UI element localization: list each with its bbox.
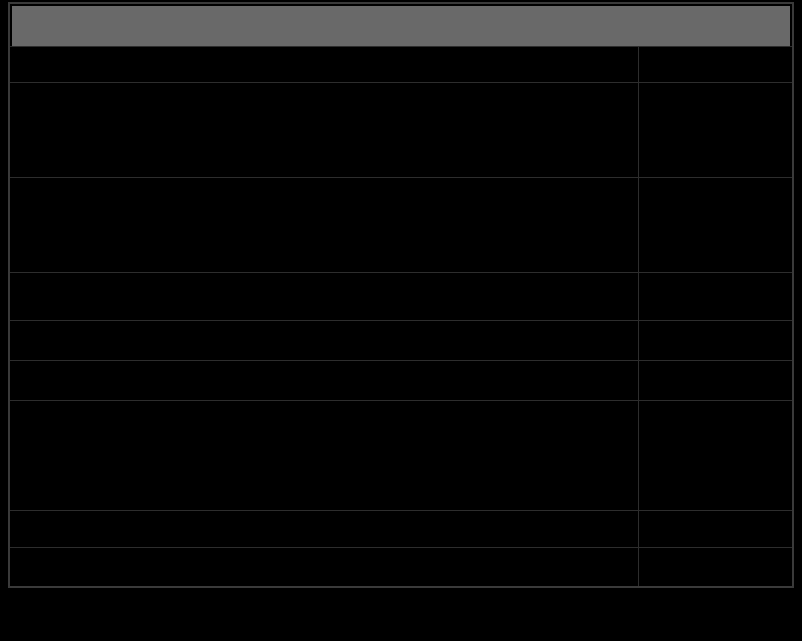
column-divider xyxy=(638,46,639,586)
row-divider xyxy=(10,46,792,47)
table-canvas xyxy=(0,0,802,641)
row-divider xyxy=(10,360,792,361)
table-header-bar xyxy=(12,6,790,46)
row-divider xyxy=(10,177,792,178)
row-divider xyxy=(10,510,792,511)
row-divider xyxy=(10,400,792,401)
table-outer-frame xyxy=(8,2,794,588)
row-divider xyxy=(10,272,792,273)
row-divider xyxy=(10,547,792,548)
row-divider xyxy=(10,320,792,321)
row-divider xyxy=(10,82,792,83)
